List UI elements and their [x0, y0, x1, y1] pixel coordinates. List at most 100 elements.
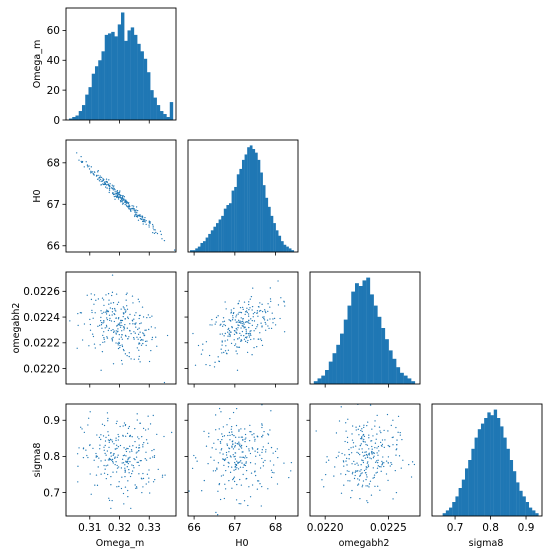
scatter-point: [115, 317, 117, 319]
scatter-point: [215, 321, 217, 323]
scatter-point: [288, 477, 290, 479]
scatter-point: [103, 320, 105, 322]
scatter-point: [241, 321, 243, 323]
hist-bar: [328, 361, 333, 384]
scatter-point: [238, 346, 241, 348]
scatter-point: [131, 450, 133, 452]
scatter-point: [115, 310, 117, 312]
scatter-point: [387, 456, 390, 458]
scatter-point: [254, 438, 256, 441]
scatter-point: [242, 306, 244, 309]
scatter-point: [149, 221, 151, 223]
scatter-point: [269, 460, 271, 462]
scatter-point: [202, 349, 204, 351]
scatter-point: [356, 462, 358, 464]
scatter-point: [93, 294, 96, 296]
scatter-point: [268, 327, 270, 330]
scatter-point: [342, 460, 345, 462]
hist-bar: [283, 244, 287, 252]
y-tick-label: 60: [47, 25, 60, 37]
scatter-point: [397, 431, 399, 433]
scatter-point: [132, 464, 134, 467]
scatter-point: [90, 293, 92, 295]
scatter-point: [237, 321, 239, 323]
scatter-point: [367, 421, 369, 423]
x-tick-label: 66: [187, 522, 201, 534]
scatter-point: [222, 426, 225, 428]
scatter-point: [127, 480, 129, 482]
scatter-point: [107, 420, 109, 422]
scatter-point: [261, 344, 264, 347]
scatter-point: [134, 332, 136, 334]
hist-bar: [445, 510, 450, 516]
hist-bar: [490, 415, 494, 516]
hist-bar: [85, 94, 89, 120]
scatter-point: [139, 217, 141, 220]
scatter-point: [115, 330, 117, 332]
hist-panel-omegabh2: [309, 271, 421, 388]
scatter-point: [388, 445, 390, 448]
scatter-point: [101, 297, 104, 299]
scatter-point: [135, 326, 137, 328]
scatter-point: [374, 420, 376, 422]
scatter-point: [115, 444, 118, 446]
scatter-point: [217, 315, 219, 317]
scatter-point: [212, 470, 215, 472]
scatter-point: [112, 363, 115, 365]
scatter-point: [154, 478, 156, 481]
scatter-point: [117, 439, 120, 441]
scatter-point: [378, 426, 381, 428]
hist-bar: [532, 510, 536, 516]
scatter-point: [269, 306, 271, 308]
scatter-point: [115, 422, 118, 425]
scatter-point: [107, 185, 110, 187]
scatter-point: [134, 323, 136, 326]
scatter-point: [120, 322, 122, 324]
scatter-point: [114, 309, 116, 311]
scatter-point: [109, 183, 111, 185]
scatter-point: [266, 319, 269, 321]
scatter-point: [238, 319, 240, 321]
scatter-point: [371, 450, 373, 453]
hist-bar: [275, 230, 279, 252]
scatter-point: [135, 486, 138, 488]
scatter-point: [376, 461, 379, 464]
scatter-point: [209, 324, 211, 326]
hist-bar: [247, 147, 250, 252]
scatter-point: [379, 489, 381, 491]
scatter-point: [258, 306, 260, 308]
scatter-point: [137, 219, 140, 221]
scatter-point: [83, 323, 86, 325]
hist-bar: [273, 223, 276, 252]
y-tick-label: 0.7: [43, 487, 60, 499]
hist-bar: [213, 226, 217, 252]
hist-bar: [169, 102, 174, 120]
scatter-point: [241, 330, 244, 333]
scatter-point: [344, 440, 346, 443]
scatter-point: [123, 326, 125, 328]
scatter-point: [117, 446, 120, 448]
scatter-point: [365, 474, 368, 476]
scatter-point: [368, 452, 371, 454]
scatter-point: [112, 331, 115, 333]
scatter-point: [242, 466, 244, 468]
scatter-point: [137, 358, 140, 360]
scatter-point: [261, 457, 263, 460]
hist-bar: [166, 117, 170, 120]
scatter-point: [137, 447, 140, 449]
scatter-point: [111, 441, 114, 443]
scatter-point: [357, 464, 359, 466]
scatter-point: [363, 426, 365, 429]
scatter-point: [107, 183, 109, 186]
scatter-point: [259, 467, 262, 469]
scatter-point: [149, 457, 151, 459]
hist-bar: [192, 250, 196, 252]
scatter-point: [369, 457, 371, 459]
scatter-point: [353, 477, 356, 480]
scatter-point: [143, 220, 145, 222]
scatter-point: [225, 308, 227, 310]
scatter-point: [224, 324, 227, 327]
y-tick-label: 0.0220: [23, 363, 60, 375]
scatter-point: [138, 464, 140, 467]
scatter-point: [222, 458, 224, 460]
